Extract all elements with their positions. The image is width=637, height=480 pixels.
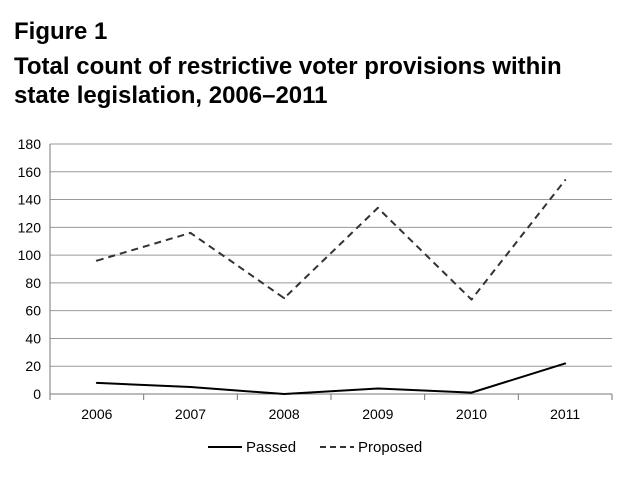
y-tick-label: 100 [18,247,42,263]
chart-title: Total count of restrictive voter provisi… [14,53,562,109]
legend: Passed Proposed [208,439,422,456]
axes [49,144,613,400]
data-point-proposed [283,297,286,300]
data-point-proposed [376,206,379,209]
data-point-proposed [95,259,98,262]
data-point-proposed [470,298,473,301]
data-point-passed [283,393,286,395]
x-tick-label: 2007 [175,406,206,422]
y-tick-label: 80 [25,275,41,291]
data-point-passed [564,362,567,365]
x-tick-label: 2010 [456,406,487,422]
legend-label-passed: Passed [246,439,296,456]
y-tick-label: 20 [25,358,41,374]
x-tick-label: 2008 [269,406,300,422]
y-tick-label: 60 [25,303,41,319]
y-tick-label: 40 [25,330,41,346]
y-tick-label: 180 [18,136,42,152]
data-point-passed [376,387,379,390]
data-point-proposed [564,179,567,182]
y-tick-label: 0 [33,386,41,402]
data-point-passed [470,391,473,394]
x-tick-label: 2011 [550,406,580,422]
data-point-passed [95,381,98,384]
series-line-proposed [96,179,566,301]
series-lines [95,179,567,395]
y-tick-label: 140 [18,192,42,208]
x-tick-label: 2006 [81,406,112,422]
figure-label: Figure 1 [14,18,108,45]
x-tick-label: 2009 [362,406,393,422]
legend-label-proposed: Proposed [358,439,422,456]
y-axis-ticks: 0 20 40 60 80 100 120 140 160 180 [18,136,42,402]
y-tick-label: 160 [18,164,42,180]
y-tick-label: 120 [18,219,42,235]
data-point-passed [189,386,192,389]
series-line-passed [96,362,566,395]
data-point-proposed [189,231,192,234]
x-axis-ticks: 2006 2007 2008 2009 2010 2011 [81,406,580,422]
gridlines [50,143,612,367]
